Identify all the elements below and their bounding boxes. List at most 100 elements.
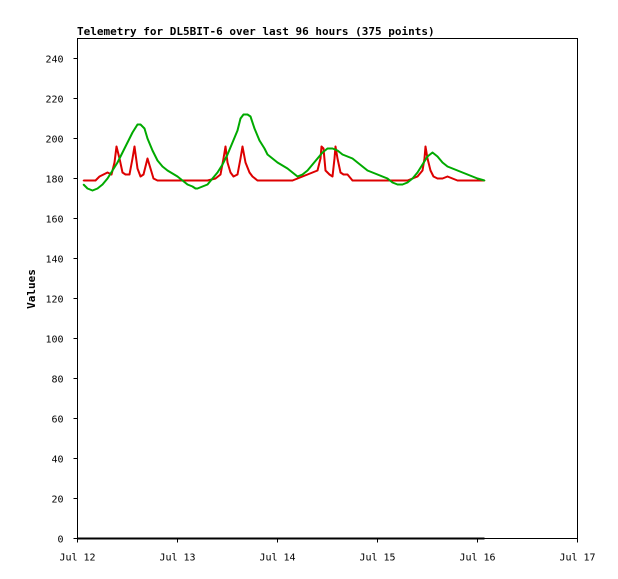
y-tick-label: 140 (45, 255, 63, 266)
data-point (351, 179, 354, 182)
y-tick-label: 0 (57, 535, 63, 546)
data-point (101, 183, 104, 186)
data-point (206, 183, 209, 186)
data-point (142, 173, 145, 176)
data-point (139, 175, 142, 178)
data-point (211, 177, 214, 180)
data-point (151, 149, 154, 152)
x-tick-label: Jul 12 (59, 553, 95, 564)
data-point (326, 147, 329, 150)
x-tick-label: Jul 17 (559, 553, 595, 564)
data-point (366, 179, 369, 182)
data-point (331, 175, 334, 178)
data-point (396, 183, 399, 186)
y-tick-label: 80 (51, 375, 63, 386)
data-point (346, 173, 349, 176)
data-point (466, 179, 469, 182)
data-point (333, 157, 336, 160)
data-point (113, 161, 116, 164)
y-tick-label: 40 (51, 455, 63, 466)
data-point (291, 171, 294, 174)
data-point (466, 173, 469, 176)
data-point (291, 179, 294, 182)
data-point (436, 177, 439, 180)
y-axis-label: Values (25, 269, 38, 309)
data-point (401, 183, 404, 186)
data-point (316, 169, 319, 172)
x-tick-label: Jul 14 (259, 553, 295, 564)
data-point (82, 179, 85, 182)
y-tick-label: 180 (45, 175, 63, 186)
data-point (341, 153, 344, 156)
data-point (441, 177, 444, 180)
data-point (316, 157, 319, 160)
data-point (361, 165, 364, 168)
data-point (241, 145, 244, 148)
data-point (186, 179, 189, 182)
data-point (446, 165, 449, 168)
data-point (436, 155, 439, 158)
data-point (229, 171, 232, 174)
data-point (334, 145, 337, 148)
y-tick-label: 200 (45, 135, 63, 146)
data-point (376, 173, 379, 176)
data-point (342, 173, 345, 176)
data-point (161, 165, 164, 168)
data-point (236, 129, 239, 132)
data-point (166, 169, 169, 172)
data-point (186, 183, 189, 186)
data-point (149, 167, 152, 170)
data-point (451, 177, 454, 180)
chart-title: Telemetry for DL5BIT-6 over last 96 hour… (77, 25, 435, 38)
data-point (214, 177, 217, 180)
data-point (416, 171, 419, 174)
data-point (131, 157, 134, 160)
data-point (136, 123, 139, 126)
data-point (176, 175, 179, 178)
data-point (91, 189, 94, 192)
data-point (191, 185, 194, 188)
data-point (166, 179, 169, 182)
data-point (124, 173, 127, 176)
y-tick-label: 60 (51, 415, 63, 426)
data-point (121, 171, 124, 174)
data-point (131, 131, 134, 134)
data-point (121, 151, 124, 154)
data-point (219, 173, 222, 176)
data-point (146, 137, 149, 140)
data-point (366, 169, 369, 172)
data-point (441, 161, 444, 164)
data-point (386, 177, 389, 180)
data-point (253, 127, 256, 130)
data-point (94, 179, 97, 182)
x-axis: Jul 12 Jul 13 Jul 14 Jul 15 Jul 16 Jul 17 (59, 538, 596, 564)
data-point (432, 175, 435, 178)
data-point (319, 157, 322, 160)
data-point (431, 151, 434, 154)
data-point (196, 187, 199, 190)
data-point (301, 173, 304, 176)
data-point (258, 139, 261, 142)
data-point (251, 175, 254, 178)
data-point (286, 167, 289, 170)
data-point (351, 157, 354, 160)
data-point (128, 173, 131, 176)
data-point (306, 169, 309, 172)
data-point (196, 179, 199, 182)
data-point (116, 161, 119, 164)
data-point (339, 171, 342, 174)
data-point (146, 157, 149, 160)
data-point (476, 179, 479, 182)
data-point (248, 171, 251, 174)
y-tick-label: 220 (45, 95, 63, 106)
data-point (456, 179, 459, 182)
data-point (236, 173, 239, 176)
data-point (156, 159, 159, 162)
data-point (426, 155, 429, 158)
data-point (322, 147, 325, 150)
data-point (266, 153, 269, 156)
data-point (476, 177, 479, 180)
data-point (115, 145, 118, 148)
data-point (216, 171, 219, 174)
